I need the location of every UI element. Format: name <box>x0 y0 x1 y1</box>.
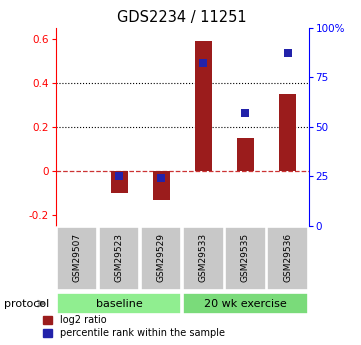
Text: GSM29529: GSM29529 <box>157 233 166 282</box>
Bar <box>195 41 212 171</box>
Bar <box>183 227 223 290</box>
Title: GDS2234 / 11251: GDS2234 / 11251 <box>117 10 247 25</box>
Text: GSM29533: GSM29533 <box>199 233 208 282</box>
Text: GSM29535: GSM29535 <box>241 233 250 282</box>
Bar <box>57 227 97 290</box>
Point <box>116 174 122 179</box>
Text: protocol: protocol <box>4 299 49 308</box>
Bar <box>225 227 266 290</box>
Point <box>158 176 164 181</box>
Point <box>285 51 291 56</box>
Text: GSM29523: GSM29523 <box>115 233 123 282</box>
Bar <box>237 138 254 171</box>
Legend: log2 ratio, percentile rank within the sample: log2 ratio, percentile rank within the s… <box>43 315 225 338</box>
Bar <box>99 227 139 290</box>
Bar <box>153 171 170 199</box>
Bar <box>268 227 308 290</box>
Text: baseline: baseline <box>96 299 143 308</box>
Bar <box>141 227 182 290</box>
Point <box>200 61 206 66</box>
Point <box>243 110 248 116</box>
Bar <box>57 293 182 315</box>
Text: 20 wk exercise: 20 wk exercise <box>204 299 287 308</box>
Bar <box>111 171 127 193</box>
Bar <box>183 293 308 315</box>
Text: GSM29507: GSM29507 <box>73 233 82 282</box>
Text: GSM29536: GSM29536 <box>283 233 292 282</box>
Bar <box>279 94 296 171</box>
